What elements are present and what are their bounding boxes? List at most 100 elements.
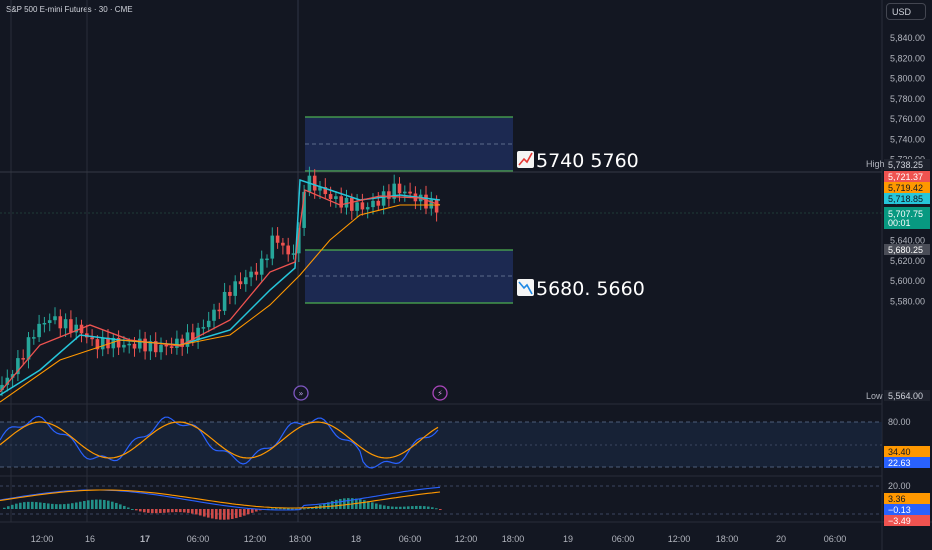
- macd-hist-bar: [83, 500, 86, 509]
- macd-line-tag: −0.13: [884, 504, 930, 515]
- macd-hist-bar: [391, 506, 394, 509]
- macd-pane[interactable]: [0, 485, 882, 520]
- symbol-title: S&P 500 E-mini Futures · 30 · CME: [6, 5, 133, 14]
- candle-body: [429, 199, 434, 209]
- macd-hist-bar: [339, 498, 342, 509]
- time-tick-label: 12:00: [31, 534, 54, 544]
- macd-hist-bar: [135, 509, 138, 511]
- high-tag: High 5,738.25: [866, 159, 930, 170]
- candle-body: [403, 191, 407, 194]
- macd-hist-bar: [75, 502, 78, 509]
- candle-body: [90, 337, 94, 340]
- macd-hist-bar: [163, 509, 166, 513]
- svg-text:34.40: 34.40: [888, 447, 911, 457]
- macd-hist-bar: [63, 504, 66, 509]
- macd-hist-bar: [395, 506, 398, 509]
- upward-chart-icon: [517, 151, 534, 168]
- candle-body: [169, 346, 174, 348]
- macd-hist-bar: [327, 502, 330, 509]
- macd-hist-bar: [239, 509, 242, 517]
- candle-body: [408, 191, 412, 194]
- macd-hist-bar: [59, 504, 62, 509]
- candle-body: [233, 281, 237, 296]
- macd-hist-bar: [223, 509, 226, 520]
- time-tick-label: 12:00: [455, 534, 478, 544]
- lightning-event-icon[interactable]: ⚡: [432, 385, 448, 401]
- cyan-ma-tag: 5,718.85: [884, 193, 930, 204]
- event-marker-icon[interactable]: »: [293, 385, 309, 401]
- candle-body: [397, 183, 402, 194]
- macd-hist-bar: [227, 509, 230, 520]
- macd-hist-bar: [415, 505, 418, 509]
- candle-body: [74, 324, 78, 333]
- macd-hist-bar: [303, 508, 306, 510]
- stochastic-pane[interactable]: [0, 415, 882, 469]
- macd-hist-bar: [171, 509, 174, 513]
- svg-text:5,721.37: 5,721.37: [888, 172, 923, 182]
- svg-text:00:01: 00:01: [888, 218, 911, 228]
- candle-body: [58, 316, 63, 329]
- lower-zone-label: 5680. 5660: [536, 278, 645, 300]
- candle-body: [32, 337, 36, 339]
- time-tick-label: 06:00: [824, 534, 847, 544]
- macd-hist-bar: [407, 506, 410, 509]
- macd-hist-bar: [423, 506, 426, 509]
- macd-hist-bar: [35, 502, 38, 509]
- macd-hist-bar: [431, 507, 434, 509]
- macd-level-label: 20.00: [888, 481, 911, 491]
- candle-body: [387, 191, 391, 199]
- candle-body: [275, 235, 280, 243]
- candle-body: [344, 197, 349, 208]
- macd-hist-bar: [47, 503, 50, 509]
- candle-body: [270, 235, 275, 259]
- stoch-d-tag: 34.40: [884, 446, 930, 457]
- candle-body: [138, 338, 142, 349]
- macd-hist-bar: [131, 508, 134, 510]
- price-tick-label: 5,820.00: [890, 53, 925, 63]
- macd-hist-bar: [367, 501, 370, 509]
- time-tick-label: 12:00: [668, 534, 691, 544]
- candle-body: [127, 343, 131, 346]
- upper-target-zone[interactable]: [305, 116, 513, 172]
- svg-text:−3.49: −3.49: [888, 516, 911, 526]
- candle-body: [360, 202, 365, 210]
- svg-text:5,680.25: 5,680.25: [888, 245, 923, 255]
- time-tick-label: 19: [563, 534, 573, 544]
- candle-body: [26, 337, 31, 360]
- price-tick-label: 5,800.00: [890, 74, 925, 84]
- candle-body: [222, 291, 227, 311]
- svg-text:−0.13: −0.13: [888, 505, 911, 515]
- lower-target-zone[interactable]: [305, 249, 513, 304]
- macd-hist-bar: [179, 509, 182, 513]
- macd-hist-bar: [139, 509, 142, 512]
- currency-button[interactable]: USD: [886, 3, 926, 20]
- candle-body: [16, 358, 20, 375]
- candle-body: [0, 384, 4, 390]
- macd-hist-bar: [375, 503, 378, 509]
- svg-text:5,738.25: 5,738.25: [888, 160, 923, 170]
- time-axis[interactable]: 12:00 16 17 06:00 12:00 18:00 18 06:00 12:00 18:0…: [31, 534, 847, 544]
- macd-hist-bar: [383, 505, 386, 509]
- time-tick-label: 16: [85, 534, 95, 544]
- orange-ma-tag: 5,719.42: [884, 182, 930, 193]
- macd-hist-bar: [311, 507, 314, 509]
- svg-text:5,718.85: 5,718.85: [888, 194, 923, 204]
- time-tick-label: 18:00: [716, 534, 739, 544]
- macd-hist-bar: [151, 509, 154, 514]
- macd-hist-bar: [11, 504, 14, 509]
- candle-body: [434, 199, 439, 213]
- macd-hist-bar: [31, 501, 34, 509]
- candle-body: [323, 187, 328, 195]
- candle-body: [297, 227, 301, 254]
- svg-text:High: High: [866, 159, 885, 169]
- macd-hist-bar: [403, 506, 406, 509]
- candle-body: [180, 338, 184, 347]
- gray-price-tag: 5,680.25: [884, 244, 930, 255]
- candle-body: [153, 341, 158, 353]
- low-tag: Low 5,564.00: [866, 390, 930, 401]
- svg-text:22.63: 22.63: [888, 458, 911, 468]
- candle-body: [238, 281, 243, 285]
- candlestick-series[interactable]: [0, 166, 439, 397]
- time-tick-label: 18: [351, 534, 361, 544]
